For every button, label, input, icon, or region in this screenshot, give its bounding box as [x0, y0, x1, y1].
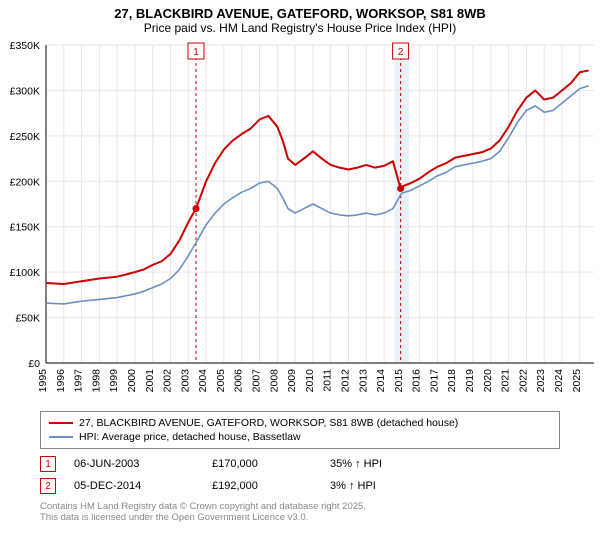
svg-text:1997: 1997 [73, 369, 85, 393]
svg-text:2008: 2008 [268, 369, 280, 393]
svg-text:2010: 2010 [304, 369, 316, 393]
svg-text:£150K: £150K [10, 222, 40, 234]
svg-text:2003: 2003 [179, 369, 191, 393]
svg-text:2002: 2002 [162, 369, 174, 393]
sales-price: £192,000 [212, 480, 312, 492]
sales-table: 1 06-JUN-2003 £170,000 35% ↑ HPI 2 05-DE… [40, 453, 560, 497]
svg-text:2004: 2004 [197, 369, 209, 393]
legend-label-hpi: HPI: Average price, detached house, Bass… [79, 431, 301, 443]
svg-text:2013: 2013 [357, 369, 369, 393]
svg-text:2021: 2021 [500, 369, 512, 393]
svg-text:£0: £0 [28, 358, 40, 370]
svg-text:£50K: £50K [15, 313, 40, 325]
svg-text:2014: 2014 [375, 369, 387, 393]
svg-text:£100K: £100K [10, 267, 40, 279]
svg-text:2015: 2015 [393, 369, 405, 393]
sales-marker-icon: 2 [40, 478, 56, 494]
sales-delta: 3% ↑ HPI [330, 480, 450, 492]
svg-text:£200K: £200K [10, 176, 40, 188]
svg-text:£300K: £300K [10, 85, 40, 97]
sales-marker-icon: 1 [40, 456, 56, 472]
footnote: Contains HM Land Registry data © Crown c… [40, 501, 560, 524]
svg-text:2024: 2024 [553, 369, 565, 393]
chart-svg: £0 £50K £100K £150K £200K £250K £300K £350K 1995… [0, 37, 600, 407]
svg-text:2019: 2019 [464, 369, 476, 393]
svg-text:2: 2 [398, 47, 404, 58]
svg-text:2012: 2012 [339, 369, 351, 393]
svg-text:2020: 2020 [482, 369, 494, 393]
sales-date: 06-JUN-2003 [74, 458, 194, 470]
legend-swatch-hpi [49, 436, 73, 438]
sales-delta: 35% ↑ HPI [330, 458, 450, 470]
svg-text:1995: 1995 [37, 369, 49, 393]
svg-text:2005: 2005 [215, 369, 227, 393]
sales-price: £170,000 [212, 458, 312, 470]
svg-text:1: 1 [193, 47, 199, 58]
svg-text:2022: 2022 [517, 369, 529, 393]
svg-text:2009: 2009 [286, 369, 298, 393]
sales-row: 2 05-DEC-2014 £192,000 3% ↑ HPI [40, 475, 560, 497]
svg-text:2017: 2017 [428, 369, 440, 393]
svg-text:£250K: £250K [10, 131, 40, 143]
footnote-line1: Contains HM Land Registry data © Crown c… [40, 501, 560, 512]
sales-date: 05-DEC-2014 [74, 480, 194, 492]
svg-text:2001: 2001 [144, 369, 156, 393]
legend: 27, BLACKBIRD AVENUE, GATEFORD, WORKSOP,… [40, 411, 560, 449]
svg-text:£350K: £350K [10, 40, 40, 52]
chart-container: 27, BLACKBIRD AVENUE, GATEFORD, WORKSOP,… [0, 0, 600, 524]
chart-area: £0 £50K £100K £150K £200K £250K £300K £350K 1995… [0, 37, 600, 407]
footnote-line2: This data is licensed under the Open Gov… [40, 512, 560, 523]
sales-row: 1 06-JUN-2003 £170,000 35% ↑ HPI [40, 453, 560, 475]
legend-item-price-paid: 27, BLACKBIRD AVENUE, GATEFORD, WORKSOP,… [49, 416, 551, 430]
svg-text:1996: 1996 [55, 369, 67, 393]
title-line1: 27, BLACKBIRD AVENUE, GATEFORD, WORKSOP,… [0, 6, 600, 21]
svg-text:2006: 2006 [233, 369, 245, 393]
svg-text:1999: 1999 [108, 369, 120, 393]
svg-text:2016: 2016 [411, 369, 423, 393]
svg-text:2007: 2007 [251, 369, 263, 393]
title-block: 27, BLACKBIRD AVENUE, GATEFORD, WORKSOP,… [0, 0, 600, 37]
svg-text:2000: 2000 [126, 369, 138, 393]
svg-text:2018: 2018 [446, 369, 458, 393]
legend-swatch-price-paid [49, 422, 73, 424]
svg-text:2011: 2011 [322, 369, 334, 392]
svg-text:2023: 2023 [535, 369, 547, 393]
svg-text:2025: 2025 [571, 369, 583, 393]
legend-item-hpi: HPI: Average price, detached house, Bass… [49, 430, 551, 444]
title-line2: Price paid vs. HM Land Registry's House … [0, 21, 600, 35]
legend-label-price-paid: 27, BLACKBIRD AVENUE, GATEFORD, WORKSOP,… [79, 417, 458, 429]
svg-text:1998: 1998 [90, 369, 102, 393]
